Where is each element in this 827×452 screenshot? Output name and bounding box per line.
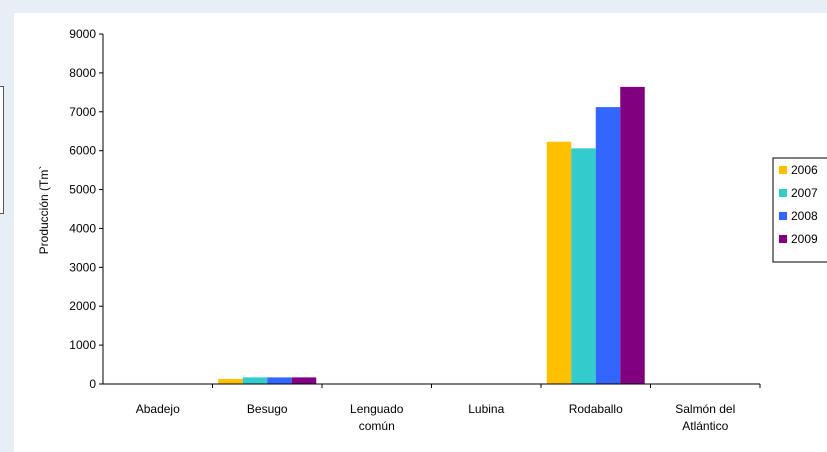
x-category-label: Lubina <box>468 402 504 416</box>
y-tick-label: 0 <box>89 377 96 391</box>
bar <box>218 378 243 384</box>
y-tick-label: 1000 <box>69 338 96 352</box>
legend-label: 2007 <box>791 186 818 200</box>
legend: 2006 2007 2008 2009 <box>772 157 827 263</box>
legend-label: 2006 <box>791 163 818 177</box>
legend-swatch <box>779 166 787 174</box>
y-tick-label: 8000 <box>69 66 96 80</box>
x-category-label: Rodaballo <box>569 402 623 416</box>
x-category-label: Besugo <box>247 402 288 416</box>
x-category-label: Lenguado <box>350 402 404 416</box>
y-tick-label: 6000 <box>69 144 96 158</box>
y-tick-label: 4000 <box>69 221 96 235</box>
bar <box>267 377 292 384</box>
y-tick-label: 5000 <box>69 183 96 197</box>
x-category-label: Salmón del <box>675 402 735 416</box>
y-tick-label: 3000 <box>69 260 96 274</box>
bar <box>571 148 596 384</box>
x-category-label: común <box>359 419 395 433</box>
chart-panel <box>14 13 827 452</box>
legend-swatch <box>779 235 787 243</box>
legend-swatch <box>779 189 787 197</box>
axes <box>102 34 761 388</box>
y-axis-label: Producción (Tm` <box>37 166 51 255</box>
legend-label: 2009 <box>791 232 818 246</box>
y-tick-label: 7000 <box>69 105 96 119</box>
x-category-label: Atlántico <box>682 419 728 433</box>
y-tick-label: 9000 <box>69 27 96 41</box>
y-tick-label: 2000 <box>69 299 96 313</box>
y-axis-ticks: 0 1000 2000 3000 4000 5000 6000 7000 8000 9000 <box>69 27 103 391</box>
legend-label: 2008 <box>791 209 818 223</box>
legend-swatch <box>779 212 787 220</box>
bar <box>620 86 645 384</box>
side-border-fragment <box>0 86 4 214</box>
y-axis-label-group: Producción (Tm` <box>37 166 51 255</box>
legend-box <box>772 157 827 263</box>
x-category-label: Abadejo <box>136 402 180 416</box>
bar <box>242 377 268 384</box>
bar <box>546 141 572 384</box>
bar <box>595 107 621 384</box>
x-axis-category-labels: Abadejo Besugo Lenguado común Lubina Rodaball… <box>136 402 736 433</box>
bar <box>291 377 317 384</box>
bars <box>218 86 645 384</box>
